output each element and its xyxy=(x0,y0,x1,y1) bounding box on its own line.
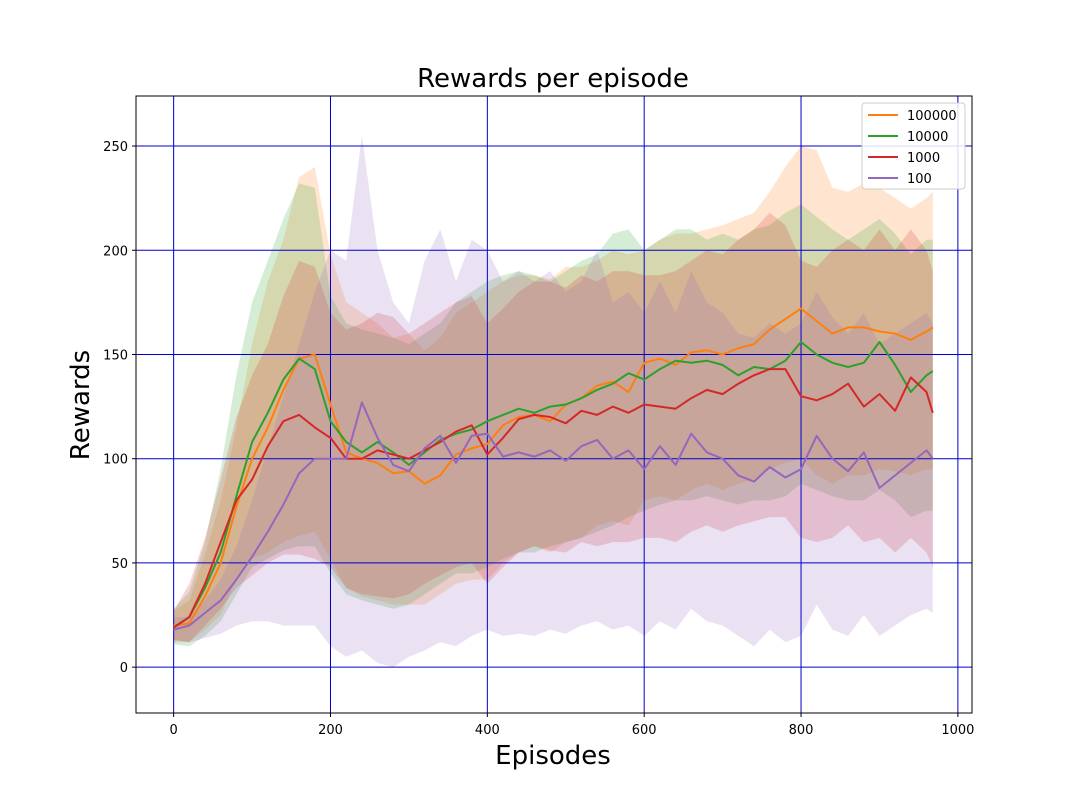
legend-box xyxy=(861,102,966,190)
series-lines xyxy=(173,307,934,631)
grid xyxy=(136,96,972,713)
line-100000 xyxy=(173,307,934,627)
x-tick-label-1000: 1000 xyxy=(941,723,974,738)
line-10000 xyxy=(173,341,934,629)
legend: 100000 10000 1000 100 xyxy=(861,102,966,190)
band-1000 xyxy=(173,212,933,643)
legend-label-10000: 10000 xyxy=(907,130,948,145)
y-axis-label: Rewards xyxy=(66,350,96,460)
legend-label-100000: 100000 xyxy=(907,109,957,124)
x-tick-label-0: 0 xyxy=(170,723,178,738)
confidence-bands xyxy=(173,135,933,668)
y-tick-label-250: 250 xyxy=(103,140,128,155)
x-axis-ticks: 0 200 400 600 800 1000 xyxy=(170,713,974,738)
y-tick-label-100: 100 xyxy=(103,453,128,468)
y-axis-ticks: 0 50 100 150 200 250 xyxy=(103,140,136,676)
x-tick-label-400: 400 xyxy=(475,723,500,738)
plot-frame xyxy=(135,95,973,714)
band-100000 xyxy=(173,146,933,643)
y-tick-label-0: 0 xyxy=(120,661,128,676)
legend-label-100: 100 xyxy=(907,172,932,187)
band-100 xyxy=(173,135,933,668)
line-100 xyxy=(173,401,934,631)
line-1000 xyxy=(173,368,934,629)
x-tick-label-200: 200 xyxy=(318,723,343,738)
legend-label-1000: 1000 xyxy=(907,151,940,166)
chart-title: Rewards per episode xyxy=(417,64,689,94)
y-tick-label-200: 200 xyxy=(103,244,128,259)
band-10000 xyxy=(173,183,933,647)
x-axis-label: Episodes xyxy=(495,741,611,771)
x-tick-label-800: 800 xyxy=(789,723,814,738)
x-tick-label-600: 600 xyxy=(632,723,657,738)
y-tick-label-50: 50 xyxy=(111,557,128,572)
y-tick-label-150: 150 xyxy=(103,348,128,363)
